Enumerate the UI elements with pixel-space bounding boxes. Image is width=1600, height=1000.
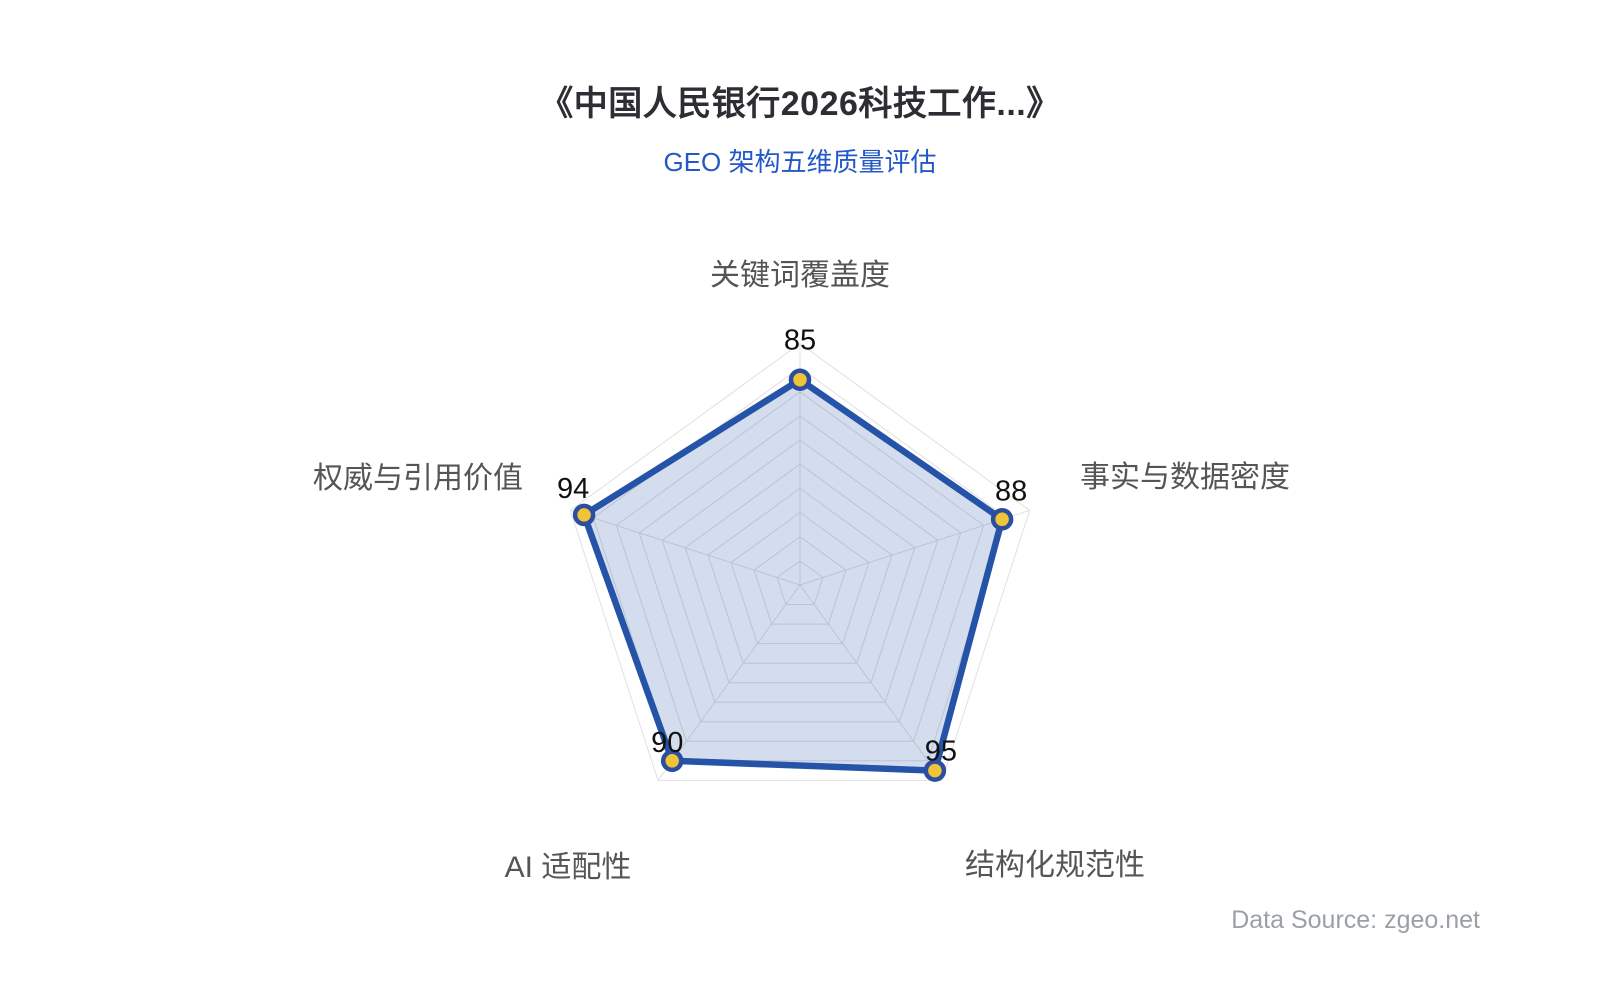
radar-grid-ring [730,511,870,645]
data-source-label: Data Source: zgeo.net [1231,906,1480,934]
radar-value-label: 88 [995,475,1027,507]
radar-data-polygon [580,376,1006,774]
radar-value-label: 95 [925,736,957,768]
radar-grid-ring [661,439,939,703]
radar-axis-spoke [799,509,1030,586]
radar-value-label: 85 [784,325,816,357]
radar-axis-label: AI 适配性 [505,851,632,884]
radar-data-point-marker [990,508,1014,531]
chart-title: 《中国人民银行2026科技工作...》 [539,85,1061,123]
radar-grid-ring [569,342,1031,781]
radar-grid-ring [684,463,916,684]
radar-grid-ring [615,391,985,742]
radar-axis-spoke [570,509,801,586]
radar-data-point-marker [660,749,684,773]
radar-axis-label: 关键词覆盖度 [710,259,890,292]
radar-data-point-marker [572,503,596,527]
radar-grid-ring [592,366,1008,762]
radar-value-label: 90 [651,727,683,759]
radar-grid-ring [707,487,893,664]
radar-axis-label: 事实与数据密度 [1080,461,1290,494]
chart-subtitle: GEO 架构五维质量评估 [663,147,937,177]
radar-axis-spoke [799,584,943,781]
radar-value-label: 94 [557,473,589,505]
radar-data-point-marker [923,759,947,782]
radar-axis-label: 权威与引用价值 [313,462,523,495]
radar-data-point-marker [788,368,812,391]
radar-grid-ring [638,415,962,723]
radar-grid-ring [776,560,824,605]
radar-axis-label: 结构化规范性 [965,849,1145,882]
radar-grid-ring [753,536,847,625]
radar-axis-spoke [657,584,801,781]
